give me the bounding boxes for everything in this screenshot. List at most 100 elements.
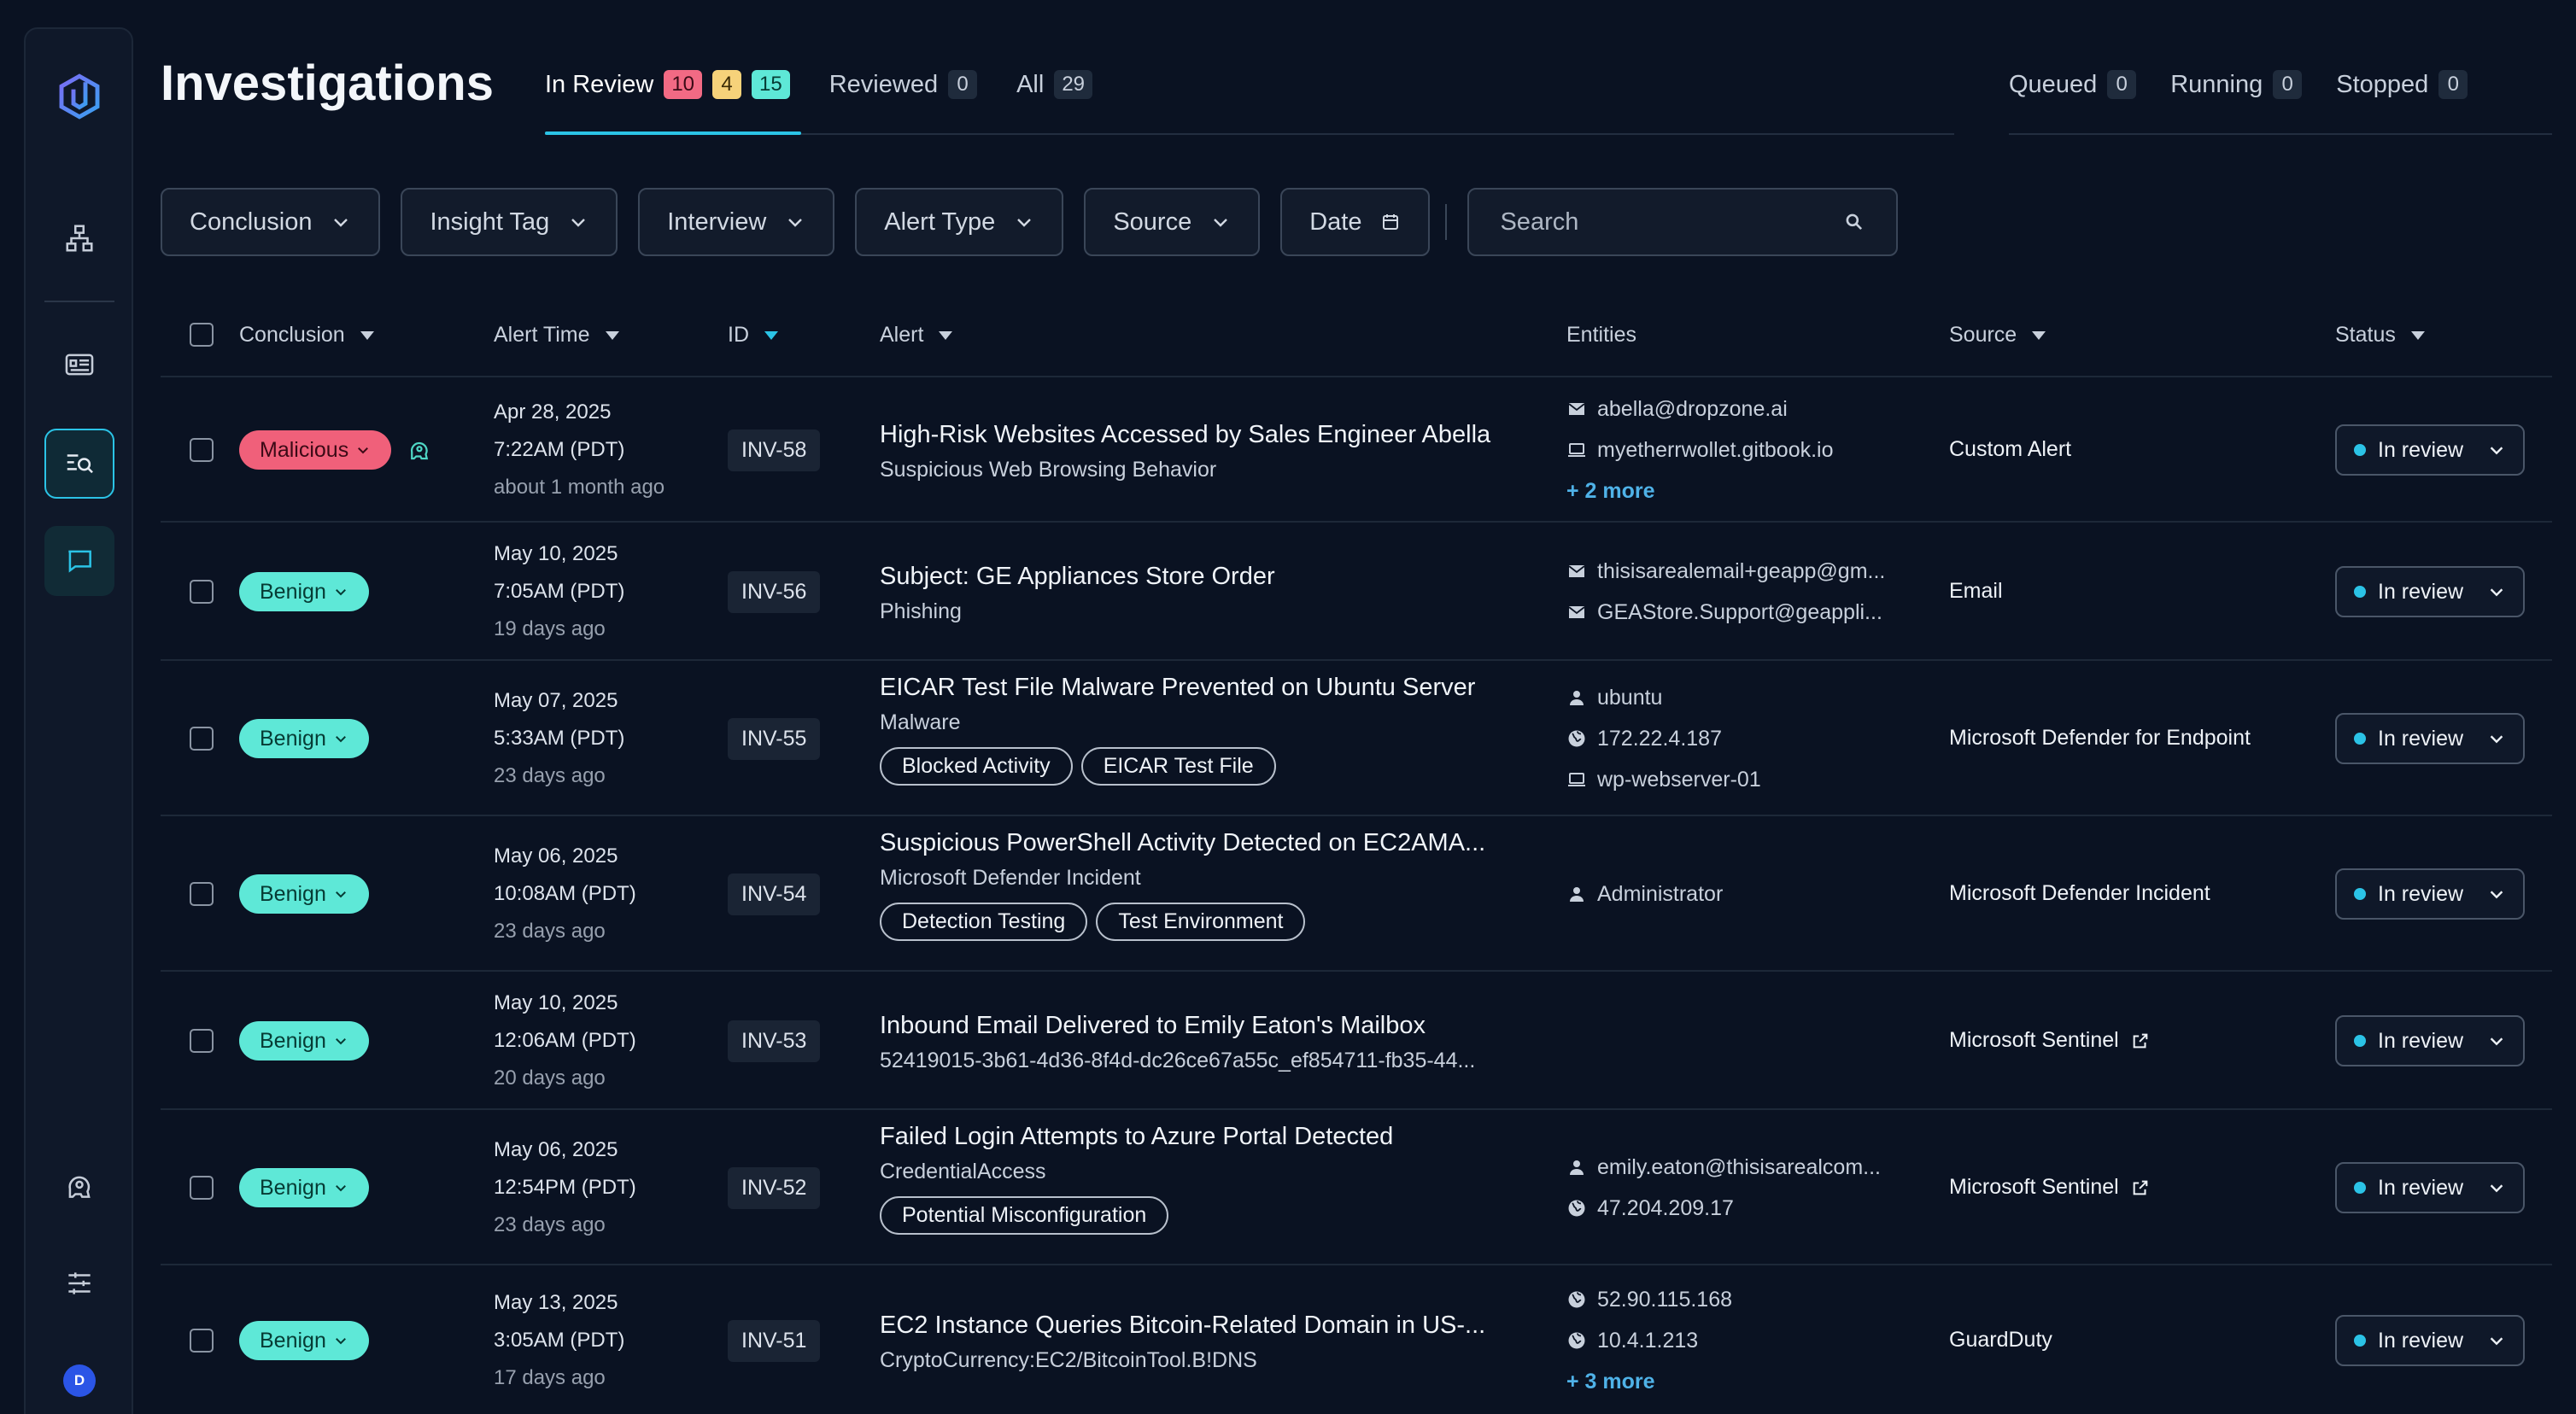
entity-item[interactable]: 52.90.115.168 — [1566, 1279, 1732, 1320]
table-row[interactable]: Benign May 06, 2025 12:54PM (PDT) 23 days a… — [161, 1108, 2552, 1264]
table-row[interactable]: Benign May 13, 2025 3:05AM (PDT) 17 days ag… — [161, 1264, 2552, 1414]
status-dropdown[interactable]: In review — [2335, 1162, 2525, 1213]
row-checkbox[interactable] — [190, 1029, 214, 1053]
col-conclusion[interactable]: Conclusion — [239, 323, 374, 348]
more-entities-link[interactable]: + 2 more — [1566, 478, 1655, 503]
select-all-checkbox[interactable] — [190, 323, 214, 347]
investigations-search-icon[interactable] — [44, 429, 114, 499]
col-status[interactable]: Status — [2335, 323, 2425, 348]
entity-item[interactable]: 10.4.1.213 — [1566, 1320, 1732, 1361]
conclusion-filter[interactable]: Conclusion — [161, 188, 381, 256]
conclusion-badge[interactable]: Benign — [239, 719, 369, 758]
search-icon[interactable] — [1843, 211, 1865, 233]
entity-item[interactable]: Administrator — [1566, 874, 1723, 914]
insight-tag[interactable]: Detection Testing — [880, 903, 1088, 941]
entity-item[interactable]: GEAStore.Support@geappli... — [1566, 592, 1885, 633]
investigation-id[interactable]: INV-55 — [728, 718, 821, 760]
insight-tag[interactable]: Potential Misconfiguration — [880, 1196, 1169, 1235]
ai-insight-icon[interactable] — [407, 437, 432, 463]
insight-tag[interactable]: EICAR Test File — [1080, 747, 1276, 786]
conclusion-badge[interactable]: Benign — [239, 874, 369, 914]
entity-item[interactable]: 47.204.209.17 — [1566, 1188, 1881, 1229]
external-link-icon[interactable] — [2131, 1031, 2150, 1050]
table-row[interactable]: Benign May 10, 2025 12:06AM (PDT) 20 days a… — [161, 970, 2552, 1108]
table-row[interactable]: Benign May 06, 2025 10:08AM (PDT) 23 days a… — [161, 815, 2552, 970]
tab-in-review[interactable]: In Review 10 4 15 — [545, 70, 790, 99]
settings-brain-icon[interactable] — [44, 1151, 114, 1221]
date-filter[interactable]: Date — [1280, 188, 1431, 256]
status-dropdown[interactable]: In review — [2335, 713, 2525, 764]
entity-item[interactable]: myetherrwollet.gitbook.io — [1566, 429, 1834, 470]
insight-tag-filter[interactable]: Insight Tag — [401, 188, 618, 256]
alert-title[interactable]: EICAR Test File Malware Prevented on Ubu… — [880, 674, 1476, 701]
row-checkbox[interactable] — [190, 882, 214, 906]
alert-title[interactable]: Inbound Email Delivered to Emily Eaton's… — [880, 1012, 1426, 1039]
entity-item[interactable]: wp-webserver-01 — [1566, 759, 1761, 800]
alert-cell[interactable]: Failed Login Attempts to Azure Portal De… — [880, 1123, 1393, 1235]
row-checkbox[interactable] — [190, 1176, 214, 1200]
insight-tag[interactable]: Blocked Activity — [880, 747, 1073, 786]
conclusion-badge[interactable]: Malicious — [239, 430, 392, 470]
status-dropdown[interactable]: In review — [2335, 424, 2525, 476]
table-row[interactable]: Benign May 07, 2025 5:33AM (PDT) 23 days ag… — [161, 659, 2552, 815]
alert-cell[interactable]: Suspicious PowerShell Activity Detected … — [880, 829, 1485, 941]
conclusion-badge[interactable]: Benign — [239, 1168, 369, 1207]
sliders-icon[interactable] — [44, 1248, 114, 1318]
col-id[interactable]: ID — [728, 323, 778, 348]
alert-cell[interactable]: EICAR Test File Malware Prevented on Ubu… — [880, 674, 1475, 786]
table-row[interactable]: Malicious Apr 28, 2025 7:22AM (PDT) about 1… — [161, 376, 2552, 521]
conclusion-badge[interactable]: Benign — [239, 572, 369, 611]
investigation-id[interactable]: INV-58 — [728, 429, 821, 471]
avatar[interactable]: D — [63, 1364, 96, 1397]
dropzone-logo-icon[interactable] — [44, 61, 114, 131]
table-row[interactable]: Benign May 10, 2025 7:05AM (PDT) 19 days ag… — [161, 521, 2552, 659]
alert-cell[interactable]: EC2 Instance Queries Bitcoin-Related Dom… — [880, 1312, 1485, 1373]
external-link-icon[interactable] — [2131, 1178, 2150, 1197]
row-checkbox[interactable] — [190, 1329, 214, 1353]
col-source[interactable]: Source — [1949, 323, 2046, 348]
investigation-id[interactable]: INV-51 — [728, 1320, 821, 1362]
alert-cell[interactable]: Subject: GE Appliances Store Order Phishi… — [880, 563, 1275, 624]
investigation-id[interactable]: INV-52 — [728, 1167, 821, 1209]
tab-queued[interactable]: Queued 0 — [2009, 70, 2137, 99]
investigation-id[interactable]: INV-56 — [728, 571, 821, 613]
conclusion-badge[interactable]: Benign — [239, 1321, 369, 1360]
more-entities-link[interactable]: + 3 more — [1566, 1369, 1655, 1394]
alert-type-filter[interactable]: Alert Type — [855, 188, 1064, 256]
row-checkbox[interactable] — [190, 580, 214, 604]
status-dropdown[interactable]: In review — [2335, 566, 2525, 617]
alert-cell[interactable]: Inbound Email Delivered to Emily Eaton's… — [880, 1012, 1475, 1073]
insight-tag[interactable]: Test Environment — [1096, 903, 1306, 941]
entity-item[interactable]: thisisarealemail+geapp@gm... — [1566, 551, 1885, 592]
alert-title[interactable]: Failed Login Attempts to Azure Portal De… — [880, 1123, 1394, 1150]
workflow-icon[interactable] — [44, 203, 114, 273]
entity-item[interactable]: 172.22.4.187 — [1566, 718, 1761, 759]
conclusion-badge[interactable]: Benign — [239, 1021, 369, 1060]
investigation-id[interactable]: INV-53 — [728, 1020, 821, 1062]
alert-cell[interactable]: High-Risk Websites Accessed by Sales Eng… — [880, 421, 1490, 482]
col-alert[interactable]: Alert — [880, 323, 953, 348]
status-dropdown[interactable]: In review — [2335, 1315, 2525, 1366]
alert-title[interactable]: Subject: GE Appliances Store Order — [880, 563, 1275, 590]
search-input[interactable] — [1500, 207, 1825, 237]
status-dropdown[interactable]: In review — [2335, 1015, 2525, 1066]
source-filter[interactable]: Source — [1084, 188, 1261, 256]
interview-filter[interactable]: Interview — [638, 188, 835, 256]
alert-title[interactable]: Suspicious PowerShell Activity Detected … — [880, 829, 1486, 856]
tab-all[interactable]: All 29 — [1016, 70, 1093, 99]
investigation-id[interactable]: INV-54 — [728, 874, 821, 915]
entity-item[interactable]: ubuntu — [1566, 677, 1761, 718]
alert-title[interactable]: High-Risk Websites Accessed by Sales Eng… — [880, 421, 1491, 448]
tab-stopped[interactable]: Stopped 0 — [2336, 70, 2468, 99]
col-alert-time[interactable]: Alert Time — [494, 323, 619, 348]
dashboard-card-icon[interactable] — [44, 330, 114, 400]
row-checkbox[interactable] — [190, 438, 214, 462]
alert-title[interactable]: EC2 Instance Queries Bitcoin-Related Dom… — [880, 1312, 1486, 1339]
chat-icon[interactable] — [44, 526, 114, 596]
tab-running[interactable]: Running 0 — [2170, 70, 2303, 99]
tab-reviewed[interactable]: Reviewed 0 — [829, 70, 978, 99]
status-dropdown[interactable]: In review — [2335, 868, 2525, 920]
row-checkbox[interactable] — [190, 727, 214, 751]
entity-item[interactable]: emily.eaton@thisisarealcom... — [1566, 1147, 1881, 1188]
entity-item[interactable]: abella@dropzone.ai — [1566, 389, 1834, 429]
